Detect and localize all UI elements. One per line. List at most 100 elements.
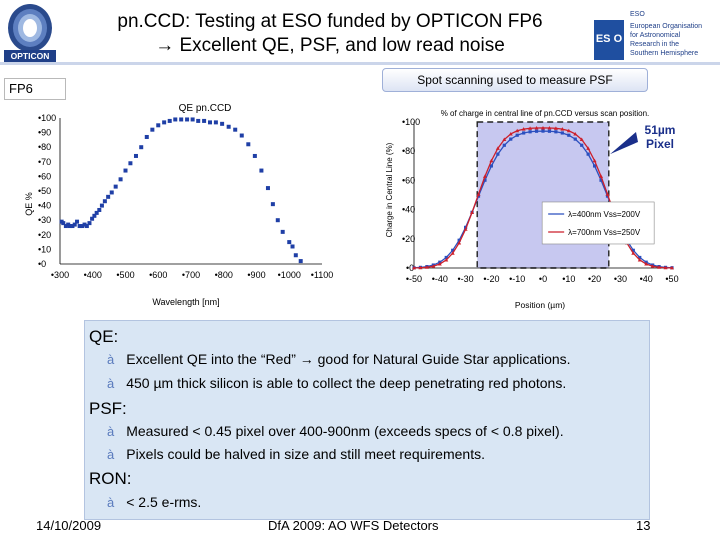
qe-x-tick-label: •700	[182, 270, 200, 280]
psf-y-tick-label: •100	[402, 117, 420, 127]
psf-y-axis-label: Charge in Central Line (%)	[385, 142, 394, 237]
qe-data-point	[293, 253, 298, 258]
qe-y-axis-label: QE %	[24, 192, 34, 216]
qe-item-2: à 450 µm thick silicon is able to collect…	[107, 375, 566, 391]
arrow-icon: à	[107, 495, 115, 510]
qe-data-point	[144, 134, 149, 139]
pixel-region-box	[476, 121, 610, 269]
psf-data-point	[450, 251, 455, 255]
qe-data-point	[213, 120, 218, 125]
qe-x-tick-label: •1100	[311, 270, 334, 280]
psf-data-point	[644, 262, 649, 266]
psf-x-tick-label: •0	[539, 274, 547, 284]
psf-data-point	[495, 146, 500, 150]
qe-data-point	[128, 161, 133, 166]
qe-data-point	[63, 224, 68, 229]
psf-data-point	[566, 128, 571, 133]
qe-y-tick-label: •50	[38, 186, 51, 196]
psf-data-point	[528, 126, 533, 130]
psf-data-point	[483, 178, 487, 182]
psf-legend-box	[541, 201, 655, 245]
psf-y-tick-label: •60	[402, 175, 415, 185]
psf-data-point	[482, 174, 487, 178]
psf-data-point	[489, 164, 493, 168]
qe-data-point	[220, 121, 225, 126]
qe-chart-title: QE pn.CCD	[179, 103, 232, 114]
psf-data-point	[496, 152, 500, 156]
psf-data-point	[515, 133, 519, 137]
qe-data-point	[239, 133, 244, 138]
qe-data-point	[233, 127, 238, 132]
psf-x-tick-label: •-10	[509, 274, 525, 284]
qe-data-point	[185, 117, 190, 122]
psf-data-point	[638, 255, 642, 260]
qe-data-point	[167, 118, 172, 123]
qe-y-tick-label: •10	[38, 244, 51, 254]
qe-data-point	[133, 153, 138, 158]
psf-item-2-text: Pixels could be halved in size and still…	[126, 446, 485, 462]
footer-date: 14/10/2009	[36, 518, 102, 533]
psf-y-tick-label: •40	[402, 205, 415, 215]
ron-heading: RON:	[89, 469, 132, 488]
psf-data-point	[522, 131, 526, 135]
psf-x-tick-label: •40	[640, 274, 653, 284]
qe-y-tick-label: •90	[38, 128, 51, 138]
qe-data-point	[92, 213, 97, 218]
qe-data-point	[259, 168, 264, 173]
psf-data-point	[670, 265, 674, 270]
qe-data-point	[90, 216, 95, 221]
footer-page-number: 13	[636, 518, 651, 533]
psf-data-point	[508, 131, 513, 136]
eso-logo: ESO ES O European Organisation for Astro…	[594, 11, 702, 60]
qe-data-point	[97, 207, 102, 212]
psf-data-point	[599, 178, 603, 182]
psf-data-point	[631, 251, 636, 255]
qe-item-1: à Excellent QE into the “Red” → good for …	[107, 351, 571, 367]
qe-data-point	[72, 222, 77, 227]
qe-x-tick-label: •900	[247, 270, 265, 280]
qe-data-point	[61, 221, 66, 226]
fp6-label: FP6	[4, 78, 66, 100]
psf-annotation-arrow	[610, 132, 638, 155]
footer-event: DfA 2009: AO WFS Detectors	[268, 518, 439, 533]
arrow-icon: à	[107, 424, 115, 439]
psf-data-point	[418, 265, 423, 270]
psf-data-point	[444, 255, 448, 260]
qe-x-axis-label: Wavelength [nm]	[152, 297, 219, 307]
qe-y-tick-label: •30	[38, 215, 51, 225]
psf-x-tick-label: •-20	[483, 274, 499, 284]
psf-data-point	[663, 265, 668, 270]
arrow-icon: à	[107, 447, 115, 462]
title-line-2: → Excellent QE, PSF, and low read noise	[155, 35, 505, 56]
psf-data-point	[560, 131, 564, 135]
ron-item-1: à < 2.5 e-rms.	[107, 494, 201, 510]
psf-x-tick-label: •10	[562, 274, 575, 284]
psf-data-point	[554, 130, 558, 134]
eso-name-line-1: European Organisation	[630, 23, 702, 30]
summary-textbox: QE: à Excellent QE into the “Red” → good …	[84, 320, 650, 520]
psf-data-point	[534, 129, 539, 133]
arrow-icon: à	[107, 376, 115, 391]
psf-data-point	[528, 130, 532, 134]
psf-annotation-line: Pixel	[646, 137, 674, 151]
psf-data-point	[509, 137, 513, 141]
psf-data-point	[457, 240, 462, 245]
qe-data-point	[99, 203, 104, 208]
qe-data-point	[139, 145, 144, 150]
psf-data-point	[586, 152, 590, 156]
psf-data-point	[437, 262, 442, 266]
qe-y-tick-label: •20	[38, 230, 51, 240]
qe-data-point	[270, 202, 275, 207]
psf-data-point	[424, 265, 429, 269]
qe-data-point	[190, 117, 195, 122]
ron-item-1-text: < 2.5 e-rms.	[126, 494, 202, 510]
spot-scanning-label: Spot scanning used to measure PSF	[382, 68, 648, 92]
psf-data-point	[457, 238, 461, 242]
qe-data-point	[202, 118, 207, 123]
qe-x-tick-label: •600	[149, 270, 167, 280]
psf-data-point	[515, 128, 520, 133]
title-line-1: pn.CCD: Testing at ESO funded by OPTICON…	[117, 11, 543, 32]
qe-item-2-text: 450 µm thick silicon is able to collect …	[126, 375, 567, 391]
qe-data-point	[280, 229, 285, 234]
psf-x-axis-label: Position (µm)	[515, 300, 565, 310]
